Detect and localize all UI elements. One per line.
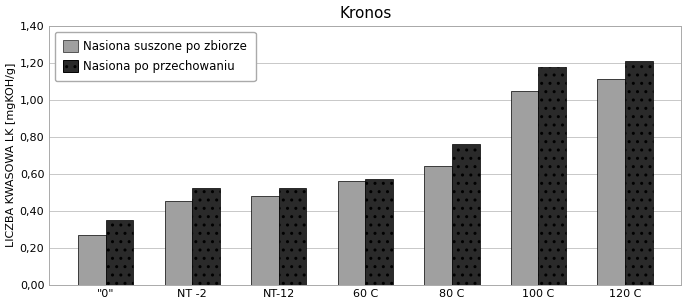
Bar <box>78 235 106 285</box>
Bar <box>164 201 192 285</box>
Bar <box>597 80 625 285</box>
Bar <box>539 66 566 285</box>
Bar <box>625 61 653 285</box>
Bar <box>251 196 279 285</box>
Bar <box>279 188 306 285</box>
Bar <box>192 188 220 285</box>
Bar <box>106 220 133 285</box>
Y-axis label: LICZBA KWASOWA LK [mgKOH/g]: LICZBA KWASOWA LK [mgKOH/g] <box>5 63 16 247</box>
Legend: Nasiona suszone po zbiorze, Nasiona po przechowaniu: Nasiona suszone po zbiorze, Nasiona po p… <box>55 32 256 81</box>
Bar <box>510 91 539 285</box>
Bar <box>452 144 480 285</box>
Title: Kronos: Kronos <box>339 5 392 20</box>
Bar <box>424 166 452 285</box>
Bar <box>365 179 393 285</box>
Bar <box>337 181 365 285</box>
